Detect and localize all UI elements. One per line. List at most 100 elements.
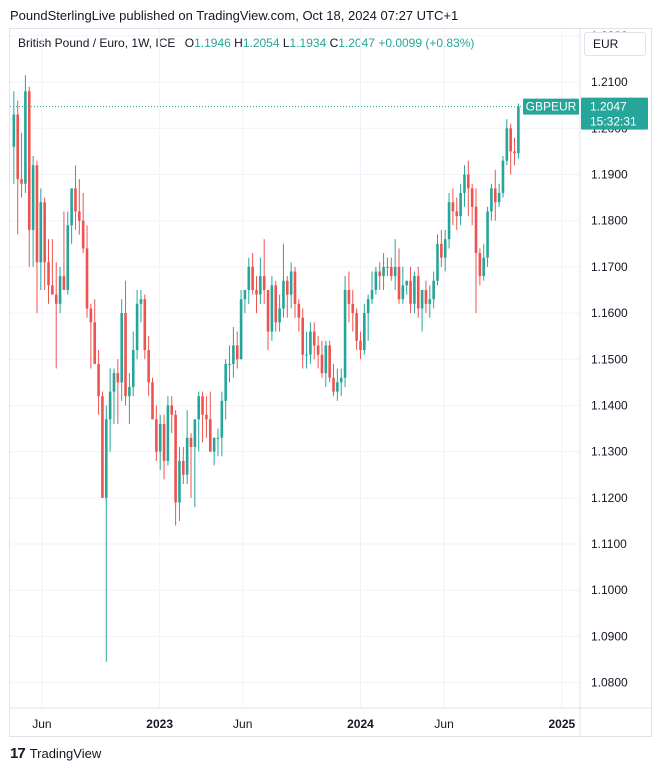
candle: [505, 119, 509, 166]
candle-body: [43, 202, 46, 263]
y-tick-label: 1.2100: [591, 75, 628, 89]
candle: [285, 276, 289, 318]
candle: [58, 266, 62, 314]
candle-body: [151, 382, 154, 420]
candle: [81, 192, 85, 254]
candle-body: [205, 414, 208, 420]
candle-body: [413, 276, 416, 304]
candle-body: [486, 211, 489, 258]
candle: [131, 331, 135, 397]
candle: [459, 183, 462, 226]
candle-body: [401, 285, 405, 300]
candle: [120, 299, 123, 401]
candle: [189, 433, 193, 498]
candle: [467, 160, 470, 217]
candle: [474, 188, 478, 314]
candle-body: [12, 114, 16, 147]
candle-body: [312, 331, 316, 346]
candle: [259, 257, 262, 304]
low-label: L: [282, 36, 290, 50]
candle: [124, 280, 127, 406]
close-label: C: [329, 36, 339, 50]
candle-body: [197, 396, 201, 420]
candle-body: [351, 303, 355, 314]
candle: [108, 368, 112, 452]
candle-body: [78, 211, 81, 221]
candle: [228, 345, 231, 383]
candle: [270, 276, 274, 341]
y-tick-label: 1.1600: [591, 306, 628, 320]
candle-body: [255, 289, 258, 295]
candle-body: [455, 211, 459, 217]
candle: [208, 391, 212, 452]
candle-body: [81, 220, 85, 249]
candle: [182, 447, 185, 484]
candle-body: [393, 266, 397, 277]
candle: [247, 257, 251, 304]
candle-body: [158, 423, 162, 452]
tradingview-footer[interactable]: 17 TradingView: [10, 745, 101, 762]
candle-body: [386, 266, 389, 268]
published-caption: PoundSterlingLive published on TradingVi…: [10, 8, 459, 23]
candle: [324, 340, 328, 387]
candle: [320, 340, 324, 378]
candle: [151, 377, 154, 420]
candle: [112, 368, 116, 424]
candle: [447, 192, 451, 249]
candle: [201, 391, 204, 443]
candle-body: [147, 350, 150, 383]
candle-body: [289, 271, 293, 295]
symbol-legend: British Pound / Euro, 1W, ICE O1.1946 H1…: [18, 36, 474, 50]
y-tick-label: 1.1900: [591, 168, 628, 182]
candle-body: [282, 280, 285, 309]
candle-body: [178, 460, 181, 503]
candle: [278, 294, 281, 332]
candle: [262, 239, 266, 304]
candle-body: [366, 299, 370, 314]
x-tick-label: Jun: [32, 717, 51, 731]
candle: [363, 303, 366, 355]
candle: [428, 285, 432, 318]
candle-body: [497, 192, 501, 203]
candle: [139, 289, 143, 323]
x-tick-label: Jun: [434, 717, 453, 731]
candle-body: [436, 243, 439, 281]
y-tick-label: 1.1800: [591, 214, 628, 228]
candle-body: [70, 188, 73, 226]
tradingview-logo-icon: 17: [10, 745, 26, 762]
currency-button[interactable]: EUR: [584, 32, 646, 56]
candle: [74, 165, 77, 230]
candle-body: [274, 285, 278, 323]
candle: [232, 326, 235, 378]
chart-frame[interactable]: [9, 28, 652, 737]
candle-body: [216, 437, 220, 439]
candle-body: [20, 179, 23, 184]
candle-body: [39, 202, 43, 263]
candle-body: [420, 289, 424, 309]
candle: [220, 391, 224, 457]
candle-body: [54, 294, 58, 304]
high-value: 1.2054: [242, 36, 280, 50]
candle: [155, 405, 158, 461]
candle-body: [166, 405, 170, 461]
price-tag-bg: [581, 97, 648, 130]
candle: [312, 322, 316, 360]
y-tick-label: 1.1700: [591, 260, 628, 274]
candle: [351, 289, 355, 332]
candle: [297, 299, 301, 332]
candle-body: [428, 299, 432, 304]
candle: [205, 396, 208, 438]
candle-body: [120, 313, 123, 383]
candle: [374, 266, 378, 295]
y-tick-label: 1.0900: [591, 629, 628, 643]
candle: [413, 271, 416, 314]
candle: [93, 299, 97, 364]
candle-body: [224, 363, 227, 401]
candle: [355, 308, 358, 351]
candle: [432, 271, 435, 309]
candle: [497, 183, 501, 207]
candle-body: [101, 396, 104, 498]
candle-body: [251, 266, 254, 290]
